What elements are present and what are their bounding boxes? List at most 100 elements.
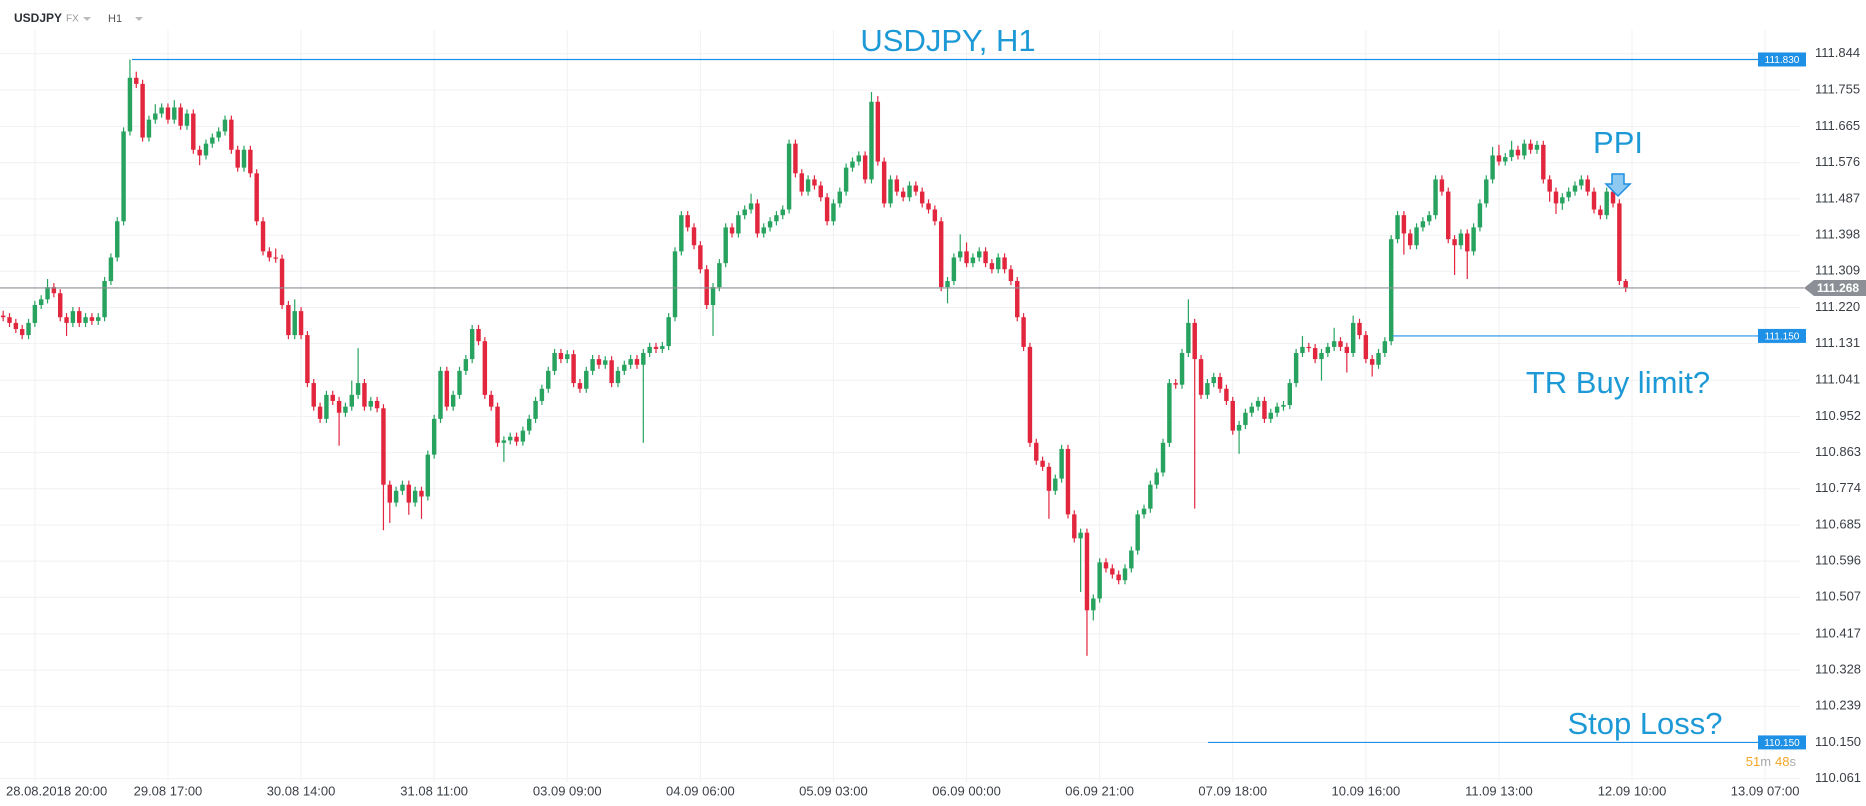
- price-label: 111.268: [1817, 281, 1859, 295]
- candle-body: [1560, 197, 1565, 204]
- candle-body: [191, 113, 196, 150]
- candle-body: [938, 221, 944, 288]
- candle-body: [305, 335, 310, 384]
- candle-body: [641, 352, 646, 365]
- candle-body: [1325, 346, 1331, 353]
- candle-body: [1446, 191, 1451, 240]
- candle-body: [336, 400, 342, 413]
- candle-body: [1598, 209, 1603, 216]
- candle-body: [26, 322, 31, 336]
- market[interactable]: FX: [66, 14, 79, 25]
- candle-body: [463, 359, 469, 371]
- candle-body: [387, 484, 393, 503]
- candle-body: [374, 400, 380, 409]
- x-tick-label: 03.09 09:00: [533, 783, 602, 798]
- y-tick-label: 110.507: [1815, 589, 1861, 604]
- y-tick-label: 110.774: [1815, 480, 1861, 495]
- candle-body: [1414, 227, 1419, 246]
- candle-body: [964, 251, 969, 264]
- x-tick-label: 11.09 13:00: [1465, 783, 1533, 798]
- candle-body: [324, 394, 329, 419]
- candle-body: [1591, 191, 1597, 210]
- candle-body: [406, 484, 412, 503]
- candle-body: [672, 251, 678, 318]
- y-tick-label: 110.239: [1815, 698, 1861, 713]
- timeframe[interactable]: H1: [108, 13, 122, 25]
- candle-body: [1046, 466, 1052, 491]
- dropdown-caret[interactable]: [83, 17, 91, 21]
- candle-body: [1059, 448, 1064, 479]
- candle-body: [679, 215, 684, 252]
- candle-body: [818, 185, 823, 198]
- candle-body: [1338, 341, 1343, 347]
- candle-body: [831, 203, 836, 222]
- candle-body: [159, 107, 164, 114]
- candle-body: [279, 258, 285, 306]
- candle-body: [983, 251, 988, 264]
- candle-body: [1179, 352, 1185, 385]
- candle-body: [1110, 568, 1115, 575]
- dropdown-caret[interactable]: [135, 17, 143, 21]
- annotation: PPI: [1593, 125, 1643, 160]
- candle-body: [913, 185, 919, 192]
- candle-body: [894, 179, 900, 192]
- candle-body: [1274, 406, 1280, 413]
- candle-body: [1477, 203, 1483, 228]
- y-tick-label: 110.863: [1815, 444, 1861, 459]
- candle-body: [311, 383, 316, 407]
- candle-body: [330, 394, 335, 401]
- candle-body: [1604, 191, 1609, 216]
- candle-body: [989, 263, 995, 270]
- candle-body: [1465, 233, 1470, 252]
- candle-body: [1357, 322, 1362, 336]
- candle-body: [1021, 317, 1026, 347]
- candle-body: [254, 173, 259, 222]
- candle-body: [1129, 550, 1134, 569]
- candle-body: [957, 251, 963, 258]
- candle-body: [476, 329, 481, 342]
- candle-body: [723, 227, 728, 264]
- candle-body: [444, 370, 450, 407]
- candle-body: [1034, 442, 1039, 461]
- candle-body: [755, 203, 760, 234]
- candle-body: [628, 359, 633, 365]
- candle-body: [533, 400, 538, 419]
- candle-body: [698, 245, 703, 270]
- candle-body: [527, 418, 532, 431]
- timer-unit: s: [1790, 754, 1797, 769]
- candle-body: [450, 394, 456, 407]
- candle-body: [1002, 257, 1007, 270]
- candle-body: [419, 490, 424, 497]
- candle-body: [900, 191, 906, 198]
- candle-body: [736, 215, 741, 234]
- timer-unit: m: [1760, 754, 1771, 769]
- candle-body: [381, 408, 386, 485]
- candle-body: [488, 394, 494, 407]
- candle-body: [774, 215, 779, 222]
- candle-body: [742, 209, 747, 216]
- candle-body: [32, 305, 38, 323]
- annotation: TR Buy limit?: [1526, 365, 1710, 400]
- candle-body: [83, 317, 88, 323]
- level-label: 111.830: [1765, 55, 1800, 66]
- candle-body: [19, 329, 25, 336]
- candle-body: [609, 360, 614, 384]
- y-tick-label: 111.576: [1815, 154, 1860, 169]
- candle-body: [1091, 598, 1096, 611]
- candle-body: [1427, 215, 1432, 222]
- candle-body: [1230, 400, 1235, 431]
- candle-body: [241, 149, 247, 168]
- candle-body: [431, 418, 437, 455]
- candle-body: [1053, 478, 1058, 491]
- candle-body: [1344, 346, 1350, 353]
- y-tick-label: 110.061: [1815, 770, 1861, 785]
- candle-body: [666, 317, 671, 347]
- candle-body: [1186, 322, 1191, 353]
- candle-body: [577, 383, 583, 389]
- symbol[interactable]: USDJPY: [14, 11, 62, 25]
- candle-body: [1522, 143, 1527, 156]
- candle-body: [45, 287, 50, 300]
- candle-body: [1490, 155, 1495, 180]
- candle-body: [393, 490, 399, 503]
